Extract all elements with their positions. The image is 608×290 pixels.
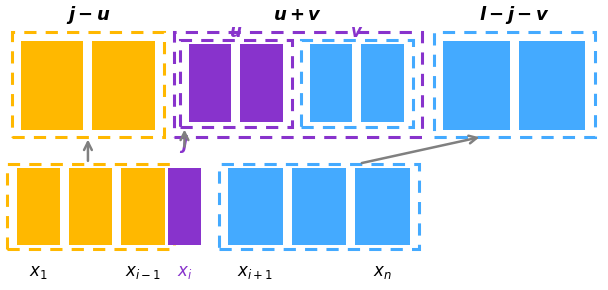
- Bar: [7, 164, 174, 249]
- Text: $\boldsymbol{x_i}$: $\boldsymbol{x_i}$: [177, 262, 192, 280]
- Bar: [229, 168, 283, 244]
- Bar: [168, 168, 201, 244]
- Bar: [12, 32, 164, 137]
- Bar: [189, 44, 232, 122]
- Bar: [292, 168, 347, 244]
- Text: $\boldsymbol{j}$: $\boldsymbol{j}$: [179, 133, 190, 155]
- Text: $\boldsymbol{l-j-v}$: $\boldsymbol{l-j-v}$: [479, 3, 550, 26]
- Bar: [519, 41, 586, 130]
- Bar: [301, 40, 413, 127]
- Bar: [16, 168, 60, 244]
- Bar: [21, 41, 83, 130]
- Text: $\boldsymbol{u+v}$: $\boldsymbol{u+v}$: [274, 6, 322, 23]
- Text: $\boldsymbol{u}$: $\boldsymbol{u}$: [229, 23, 243, 41]
- Bar: [219, 164, 419, 249]
- Bar: [240, 44, 283, 122]
- Text: $\boldsymbol{x_{i+1}}$: $\boldsymbol{x_{i+1}}$: [238, 262, 274, 280]
- Bar: [362, 44, 404, 122]
- Bar: [180, 40, 292, 127]
- Bar: [443, 41, 510, 130]
- Text: $\boldsymbol{v}$: $\boldsymbol{v}$: [350, 23, 364, 41]
- Bar: [434, 32, 595, 137]
- Text: $\boldsymbol{x_{i-1}}$: $\boldsymbol{x_{i-1}}$: [125, 262, 161, 280]
- Bar: [356, 168, 410, 244]
- Text: $\boldsymbol{j-u}$: $\boldsymbol{j-u}$: [66, 3, 110, 26]
- Text: $\boldsymbol{x_1}$: $\boldsymbol{x_1}$: [29, 262, 47, 280]
- Bar: [174, 32, 422, 137]
- Bar: [69, 168, 112, 244]
- Text: $\boldsymbol{x_n}$: $\boldsymbol{x_n}$: [373, 262, 392, 280]
- Bar: [92, 41, 154, 130]
- Bar: [310, 44, 353, 122]
- Bar: [122, 168, 165, 244]
